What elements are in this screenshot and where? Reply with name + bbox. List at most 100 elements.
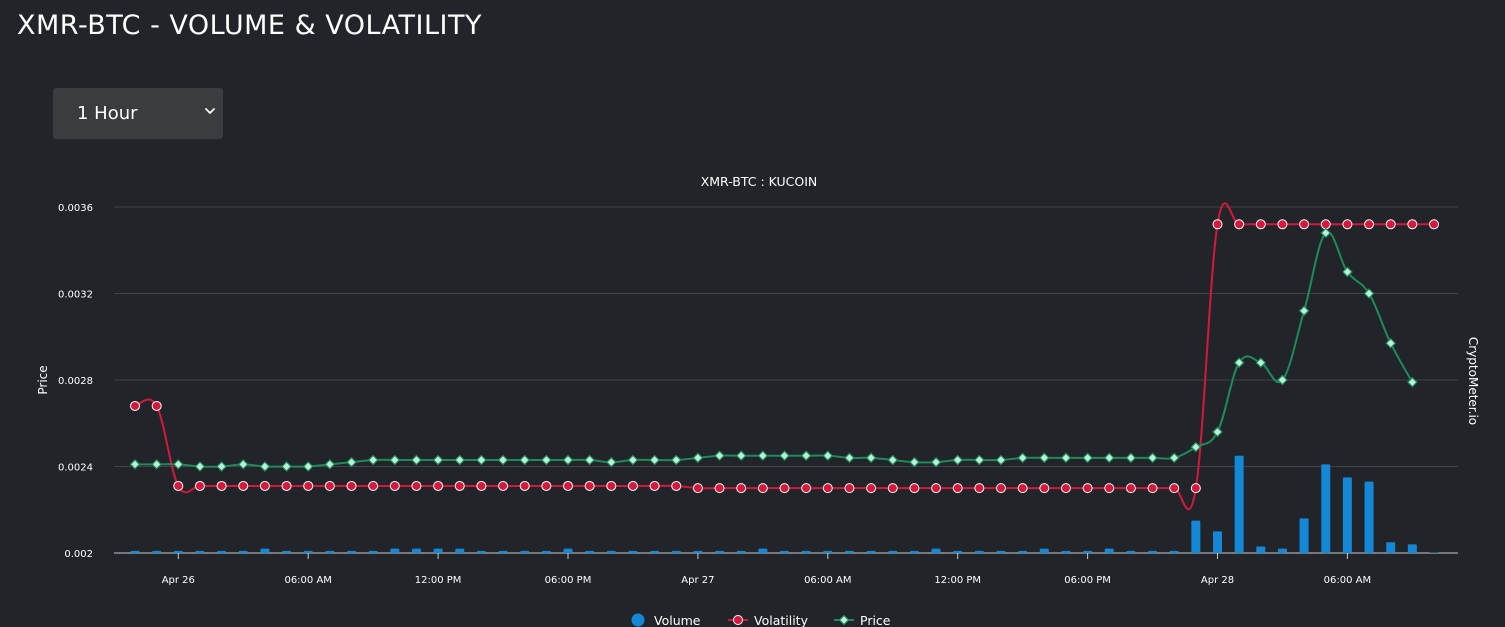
volatility-point [1385,219,1396,230]
x-tick-label: 06:00 AM [284,575,331,586]
volume-bar [520,550,530,553]
volatility-point [216,480,227,491]
volatility-point [1429,219,1439,230]
volatility-point [974,483,985,494]
volatility-point [259,480,270,491]
price-point [1038,452,1050,464]
price-point [844,452,855,464]
interval-select-value: 1 Hour [77,103,138,124]
volume-bar [1364,481,1374,553]
volume-bar [260,548,270,553]
price-point [1082,452,1093,464]
volatility-point [952,483,963,494]
x-tick-label: Apr 27 [681,575,714,586]
volatility-point [1255,219,1266,230]
volatility-point [1277,219,1288,230]
price-point [887,454,899,466]
price-point [605,456,617,468]
volume-bar [1429,552,1439,553]
volatility-point [866,483,877,494]
chevron-down-icon [205,108,215,114]
volume-bar [476,550,486,553]
volatility-point [1125,483,1136,494]
price-point [497,454,509,466]
price-point [302,461,314,472]
price-point [1320,227,1332,239]
price-point [1407,376,1418,388]
volatility-point [281,480,292,491]
price-point [324,458,336,470]
y-tick-label: 0.0024 [58,463,93,474]
volume-bar [1018,550,1028,553]
volume-bar [238,550,248,553]
y-tick-label: 0.0036 [58,203,93,214]
volatility-point [909,483,920,494]
price-point [389,454,401,466]
volatility-point [519,480,530,491]
volatility-point [584,480,595,491]
price-point [476,454,487,466]
price-point [1363,288,1375,299]
chart-title: XMR-BTC : KUCOIN [701,174,818,189]
page-title: XMR-BTC - VOLUME & VOLATILITY [17,10,482,41]
legend-item-price[interactable]: Price [834,613,891,627]
volatility-point [736,483,747,494]
volatility-point [1017,483,1028,494]
volume-bar [628,550,638,553]
volume-bar [303,550,313,553]
volatility-point [887,483,898,494]
volatility-point [1060,483,1071,494]
volatility-point [433,480,444,491]
volume-bar [1277,548,1287,553]
price-point [800,450,812,462]
price-point [194,461,206,472]
price-point [1255,357,1267,369]
volatility-point [454,480,465,491]
price-point [735,450,747,462]
volatility-point [194,480,205,491]
volatility-point [692,483,703,494]
volatility-point [476,480,487,491]
volume-bar [1169,550,1179,553]
price-point [627,454,639,466]
volatility-point [151,400,162,411]
price-point [692,452,704,464]
volume-bar [282,550,292,553]
price-point [454,454,466,466]
volatility-point [671,480,682,491]
volume-bar [1299,518,1309,553]
volatility-point [498,480,509,491]
volume-bar [1104,548,1114,553]
chart-legend: Volume Volatility Price [631,613,891,627]
y-tick-label: 0.0032 [58,290,93,301]
price-point [237,458,249,470]
price-point [1277,374,1288,386]
volume-bar [1191,520,1201,553]
legend-item-volatility[interactable]: Volatility [728,613,809,627]
x-tick-label: 06:00 PM [545,575,592,586]
volume-bar [433,548,443,553]
interval-select[interactable]: 1 Hour [53,88,223,139]
volume-bar [801,550,811,553]
volatility-point [649,480,660,491]
volume-bar [1256,546,1266,553]
volume-bar [1407,544,1417,553]
legend-volatility-icon [733,615,743,625]
price-point [541,454,552,466]
volume-bar [563,548,573,553]
price-point [865,452,877,464]
price-point [562,454,574,466]
volume-volatility-chart: XMR-BTC : KUCOIN 0.002 0.0024 0.0028 0.0032 0… [36,174,1480,627]
volatility-point [303,480,314,491]
price-point [259,461,271,472]
volume-bar [130,550,140,553]
chart-credit: CryptoMeter.io [1466,337,1480,425]
volume-bar [217,550,227,553]
price-point [1060,452,1072,464]
legend-item-volume[interactable]: Volume [631,613,701,627]
price-point [1125,452,1137,464]
volatility-point [801,483,812,494]
volume-bar [844,550,854,553]
volume-bar [931,548,941,553]
volatility-point [779,483,790,494]
